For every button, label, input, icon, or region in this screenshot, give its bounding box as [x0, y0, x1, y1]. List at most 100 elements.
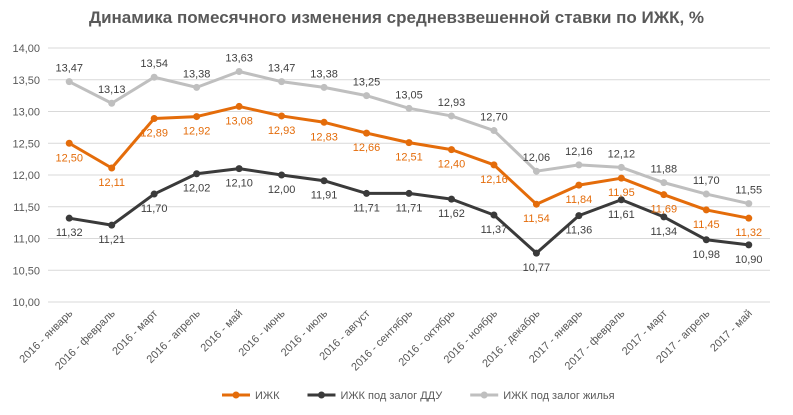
- data-point: [660, 191, 667, 198]
- data-point: [490, 127, 497, 134]
- y-tick-label: 13,50: [12, 75, 40, 87]
- data-label: 11,70: [693, 175, 720, 187]
- y-tick-label: 11,00: [13, 234, 40, 246]
- data-point: [151, 74, 158, 81]
- data-point: [363, 130, 370, 137]
- data-label: 11,69: [650, 204, 677, 216]
- data-point: [575, 161, 582, 168]
- data-label: 13,38: [310, 68, 338, 80]
- legend-label: ИЖК: [255, 390, 280, 402]
- data-point: [278, 172, 285, 179]
- data-point: [533, 168, 540, 175]
- data-label: 11,34: [650, 226, 677, 238]
- data-label: 13,38: [183, 68, 211, 80]
- data-point: [236, 68, 243, 75]
- data-label: 11,36: [566, 225, 593, 237]
- data-label: 12,16: [480, 174, 508, 186]
- data-point: [108, 222, 115, 229]
- data-point: [745, 241, 752, 248]
- data-point: [321, 84, 328, 91]
- data-label: 11,62: [438, 208, 465, 220]
- data-point: [533, 250, 540, 257]
- y-tick-label: 10,50: [12, 265, 40, 277]
- data-label: 12,93: [268, 125, 296, 137]
- data-point: [575, 182, 582, 189]
- data-label: 11,37: [481, 224, 508, 236]
- data-point: [660, 179, 667, 186]
- data-label: 10,98: [693, 249, 721, 261]
- data-label: 10,90: [735, 254, 763, 266]
- data-label: 11,61: [608, 209, 635, 221]
- legend: ИЖК ИЖК под залог ДДУ ИЖК под залог жилья: [222, 390, 615, 402]
- data-label: 12,93: [438, 97, 466, 109]
- data-label: 11,55: [735, 185, 762, 197]
- legend-label: ИЖК под залог ДДУ: [340, 390, 443, 402]
- data-point: [278, 78, 285, 85]
- y-axis: 10,00 10,50 11,00 11,50 12,00 12,50 13,00 13,50…: [12, 43, 40, 309]
- data-label: 11,88: [650, 164, 677, 176]
- data-point: [278, 112, 285, 119]
- y-tick-label: 11,50: [13, 202, 40, 214]
- data-point: [490, 212, 497, 219]
- data-label: 12,02: [183, 183, 211, 195]
- data-point: [406, 105, 413, 112]
- x-tick-label: 2017 - май: [708, 308, 755, 355]
- data-label: 13,25: [353, 77, 381, 89]
- data-point: [66, 215, 73, 222]
- data-label: 11,54: [523, 213, 550, 225]
- data-label: 11,84: [566, 194, 593, 206]
- data-label: 12,70: [480, 112, 508, 124]
- y-tick-label: 14,00: [12, 43, 40, 55]
- data-point: [703, 206, 710, 213]
- data-labels: 12,5012,1112,89 12,9213,0812,9312,8312,66…: [55, 52, 762, 274]
- data-label: 11,71: [353, 202, 380, 214]
- data-label: 10,77: [523, 262, 551, 274]
- data-point: [66, 78, 73, 85]
- data-point: [193, 84, 200, 91]
- data-label: 11,71: [396, 202, 423, 214]
- data-label: 12,00: [268, 184, 296, 196]
- legend-marker: [318, 392, 325, 399]
- data-label: 12,51: [395, 152, 423, 164]
- y-tick-label: 12,00: [12, 170, 40, 182]
- data-label: 12,12: [608, 148, 636, 160]
- data-point: [236, 103, 243, 110]
- data-point: [448, 112, 455, 119]
- legend-label: ИЖК под залог жилья: [503, 390, 614, 402]
- data-point: [66, 140, 73, 147]
- data-point: [406, 139, 413, 146]
- data-point: [406, 190, 413, 197]
- y-tick-label: 13,00: [12, 107, 40, 119]
- data-label: 12,83: [310, 131, 338, 143]
- data-point: [703, 236, 710, 243]
- data-label: 11,70: [141, 203, 168, 215]
- data-point: [108, 100, 115, 107]
- data-label: 11,91: [311, 190, 338, 202]
- data-label: 11,95: [608, 187, 635, 199]
- data-label: 11,32: [56, 227, 83, 239]
- y-tick-label: 12,50: [12, 138, 40, 150]
- data-label: 11,21: [98, 234, 125, 246]
- data-label: 12,89: [140, 127, 168, 139]
- data-label: 13,47: [268, 63, 296, 75]
- data-point: [363, 190, 370, 197]
- data-point: [193, 170, 200, 177]
- data-point: [151, 115, 158, 122]
- data-label: 12,16: [565, 146, 593, 158]
- data-point: [363, 92, 370, 99]
- legend-marker: [481, 392, 488, 399]
- data-label: 12,40: [438, 159, 466, 171]
- data-label: 13,54: [140, 58, 168, 70]
- data-label: 13,13: [98, 84, 126, 96]
- data-label: 13,63: [225, 52, 253, 64]
- data-point: [533, 201, 540, 208]
- data-point: [575, 212, 582, 219]
- data-point: [448, 146, 455, 153]
- data-label: 12,50: [55, 152, 83, 164]
- data-point: [321, 177, 328, 184]
- data-point: [490, 161, 497, 168]
- data-label: 13,05: [395, 89, 423, 101]
